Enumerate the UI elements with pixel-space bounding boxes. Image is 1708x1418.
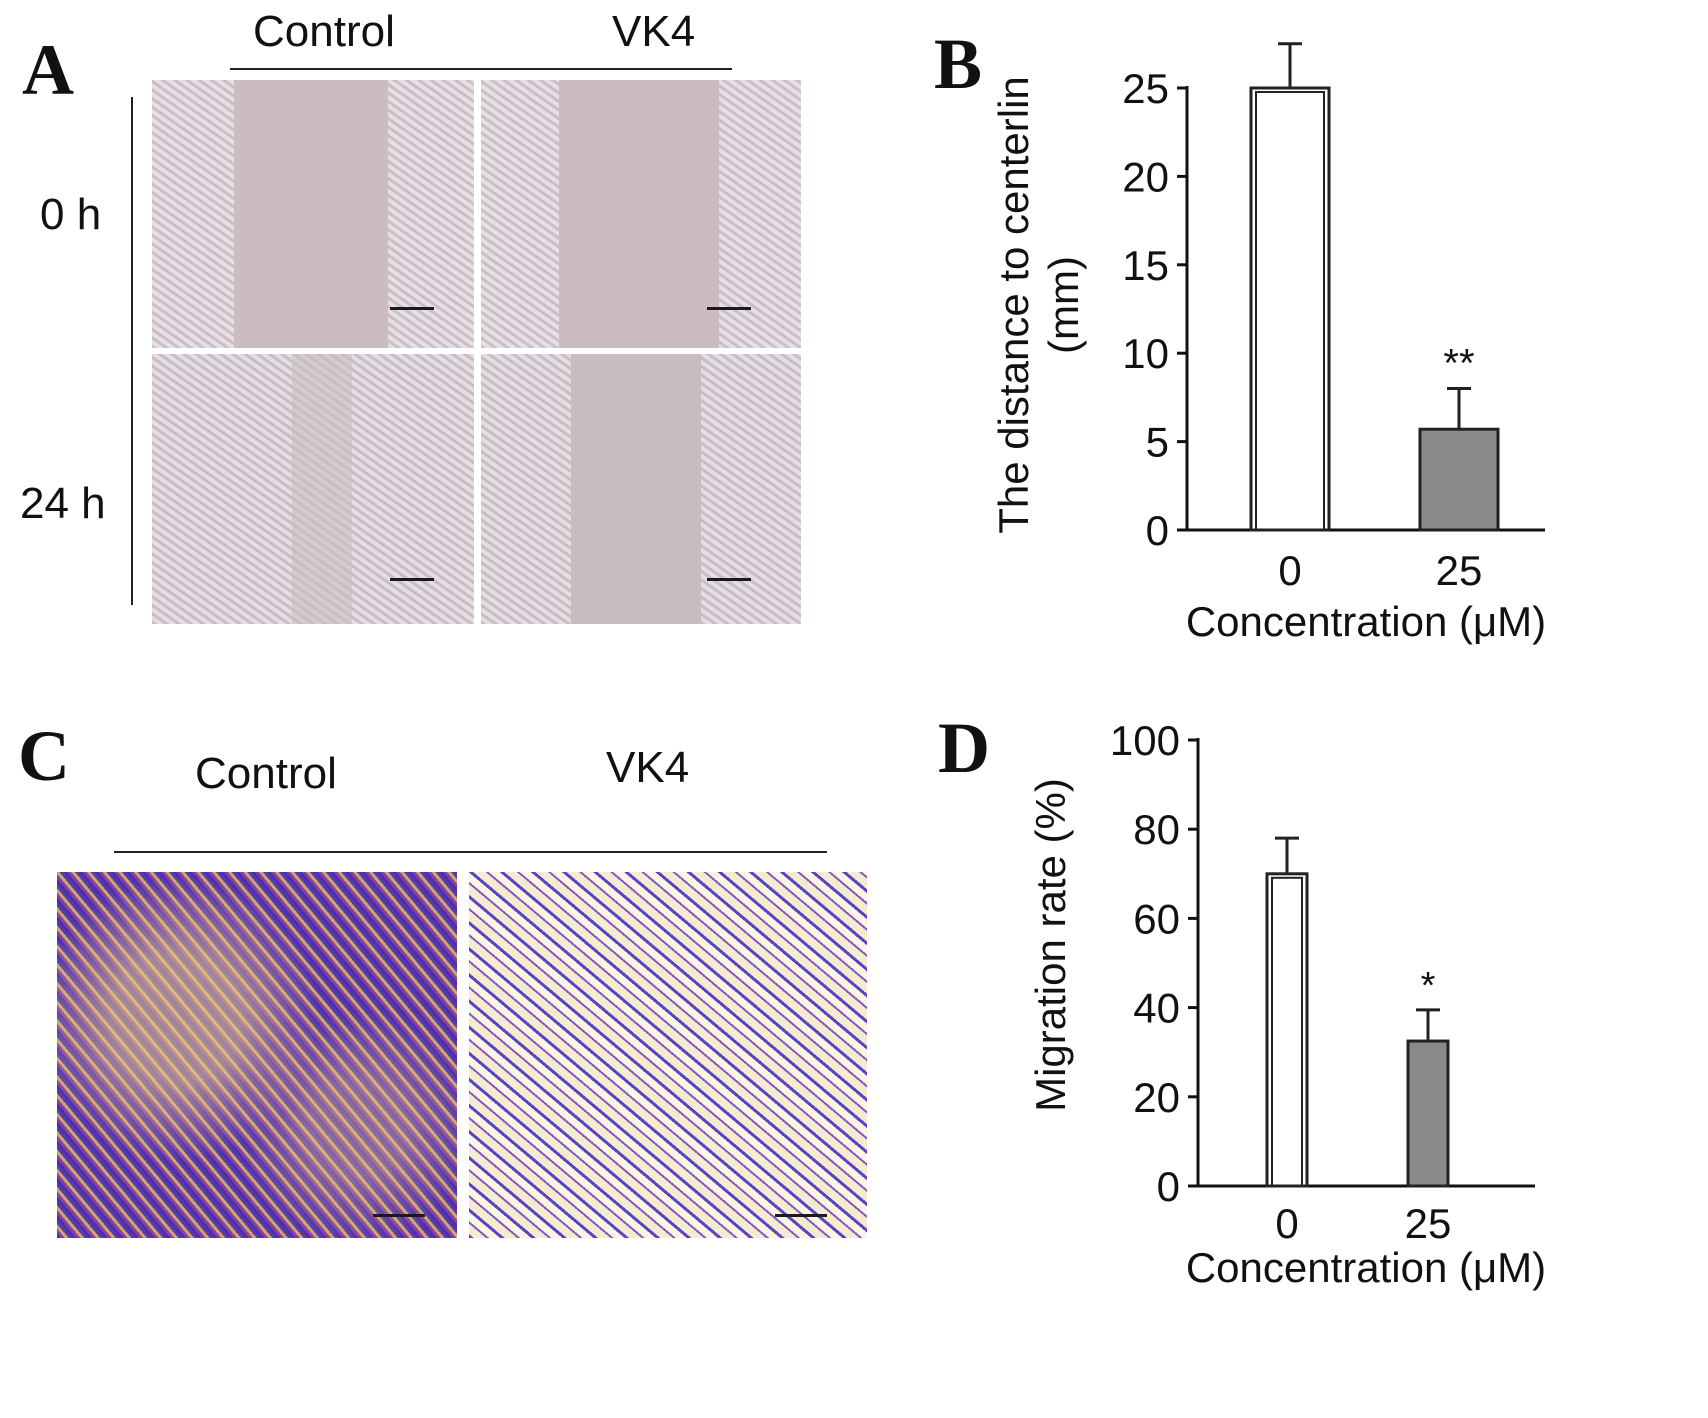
panel-a-vk4-label: VK4 bbox=[612, 7, 696, 56]
bar bbox=[1249, 86, 1331, 532]
x-category-label: 25 bbox=[1436, 547, 1483, 594]
scratch-wound-gap bbox=[559, 80, 719, 348]
panel-c-control-label: Control bbox=[195, 749, 337, 798]
scale-bar bbox=[707, 578, 751, 581]
panel-a-row-24h-label: 24 h bbox=[20, 479, 106, 528]
y-axis-label: (mm) bbox=[1040, 256, 1087, 354]
scale-bar bbox=[373, 1214, 425, 1217]
significance-marker: ** bbox=[1443, 342, 1474, 386]
panel-a-header-line bbox=[230, 68, 732, 70]
panel-c-header-line bbox=[114, 851, 827, 853]
panel-a-row-0h-label: 0 h bbox=[40, 190, 102, 239]
transwell-image-control bbox=[57, 872, 457, 1238]
bar bbox=[1418, 427, 1500, 532]
y-tick-label: 5 bbox=[1146, 419, 1169, 466]
x-category-label: 0 bbox=[1278, 547, 1301, 594]
scratch-image-vk4-0h bbox=[481, 80, 801, 348]
y-tick-label: 0 bbox=[1146, 507, 1169, 554]
x-axis-label: Concentration (μM) bbox=[1186, 598, 1546, 645]
scale-bar bbox=[390, 307, 434, 310]
scratch-wound-gap bbox=[292, 354, 352, 624]
y-tick-label: 10 bbox=[1122, 330, 1169, 377]
y-tick-label: 25 bbox=[1122, 65, 1169, 112]
panel-a-row-bracket bbox=[131, 97, 133, 605]
scratch-wound-gap bbox=[234, 80, 388, 348]
panel-c-vk4-label: VK4 bbox=[606, 743, 690, 792]
scale-bar bbox=[390, 578, 434, 581]
scratch-image-vk4-24h bbox=[481, 354, 801, 624]
scratch-image-control-0h bbox=[152, 80, 474, 348]
y-axis-label: The distance to centerlin bbox=[990, 76, 1037, 534]
y-tick-label: 20 bbox=[1122, 153, 1169, 200]
scale-bar bbox=[707, 307, 751, 310]
panel-c-letter: C bbox=[18, 716, 70, 796]
panel-a-control-label: Control bbox=[253, 7, 395, 56]
scratch-image-control-24h bbox=[152, 354, 474, 624]
scratch-wound-gap bbox=[571, 354, 701, 624]
scale-bar bbox=[775, 1214, 827, 1217]
transwell-image-vk4 bbox=[469, 872, 867, 1238]
bar-inner-outline bbox=[1255, 91, 1325, 531]
panel-b-letter: B bbox=[934, 24, 983, 104]
y-tick-label: 15 bbox=[1122, 242, 1169, 289]
panel-a-letter: A bbox=[22, 30, 74, 110]
panel-d-letter: D bbox=[938, 708, 990, 788]
